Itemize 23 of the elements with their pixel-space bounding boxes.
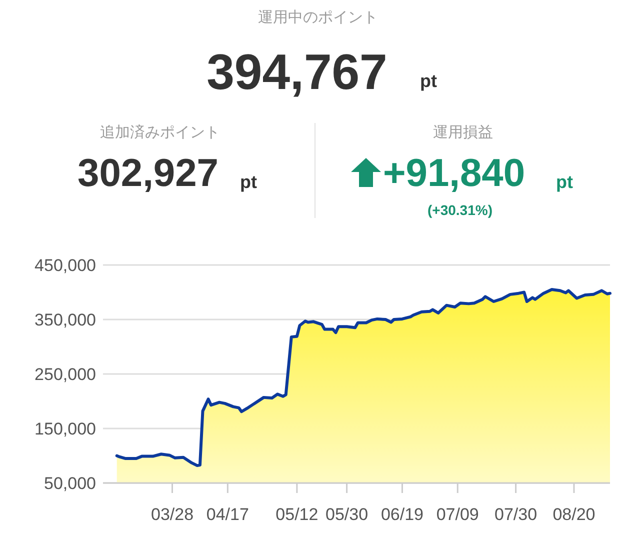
x-tick-label: 07/30 [494, 505, 538, 524]
y-tick-label: 250,000 [34, 365, 96, 384]
y-tick-label: 50,000 [44, 474, 96, 493]
x-tick-label: 03/28 [150, 505, 194, 524]
y-tick-label: 150,000 [34, 420, 96, 438]
text: pt [556, 172, 573, 192]
y-tick-label: 450,000 [34, 256, 96, 275]
y-tick-label: 350,000 [34, 310, 96, 330]
text: 302,927 [78, 152, 218, 195]
x-tick-label: 07/09 [436, 505, 479, 524]
text: 運用中のポイント [258, 9, 378, 26]
text: 運用損益 [433, 124, 493, 141]
text: (+30.31%) [428, 202, 492, 218]
text: +91,840 [383, 152, 526, 195]
x-tick-label: 04/17 [206, 505, 249, 524]
x-tick-label: 08/20 [552, 505, 596, 524]
text: 追加済みポイント [100, 124, 220, 141]
text: 394,767 [206, 44, 388, 100]
text: pt [420, 71, 437, 91]
x-tick-label: 05/12 [276, 505, 318, 524]
x-tick-label: 05/30 [326, 505, 368, 524]
x-tick-label: 06/19 [380, 505, 424, 524]
text: pt [240, 172, 257, 192]
